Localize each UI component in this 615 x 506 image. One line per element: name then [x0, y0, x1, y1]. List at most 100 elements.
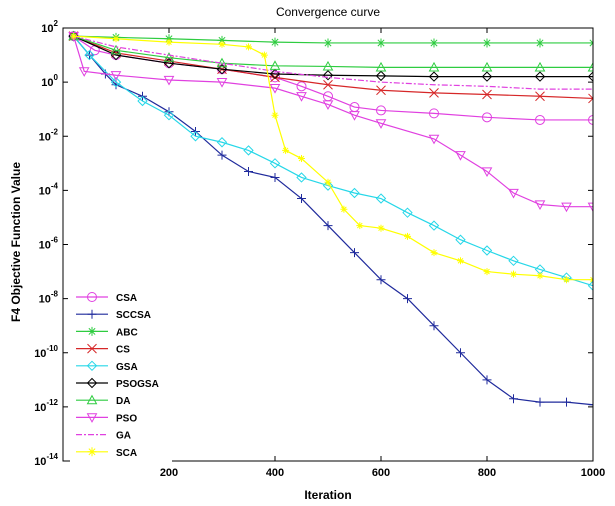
legend-marker-pso: [86, 413, 98, 423]
series-point-da: [587, 61, 593, 72]
series-point-psogsa: [587, 71, 593, 82]
series-point-abc: [376, 38, 386, 48]
series-point-sccsa: [323, 221, 333, 231]
series-point-cs: [535, 91, 545, 102]
series-point-da: [481, 61, 493, 72]
x-axis-label: Iteration: [304, 488, 351, 502]
series-line-da: [73, 35, 593, 69]
series-point-abc: [217, 35, 227, 45]
series-point-pso: [534, 200, 546, 211]
y-tick-label: 10-10: [34, 344, 58, 360]
series-point-cs: [376, 85, 386, 96]
legend-item-abc: ABC: [76, 326, 138, 338]
legend-item-cs: CS: [76, 343, 130, 356]
x-tick-label: 1000: [581, 467, 605, 479]
series-point-pso: [428, 134, 440, 145]
series-point-sca: [356, 222, 364, 230]
series-point-sca: [271, 111, 279, 119]
series-point-gsa: [428, 220, 440, 231]
series-point-sca: [70, 32, 78, 40]
series-point-sccsa: [562, 397, 571, 407]
x-tick-label: 200: [160, 467, 178, 479]
series-point-abc: [482, 38, 492, 48]
series-point-psogsa: [375, 70, 387, 82]
series-point-gsa: [455, 234, 466, 245]
series-point-gsa: [216, 137, 228, 148]
series-point-sca: [245, 43, 252, 51]
series-point-csa: [535, 114, 545, 125]
x-tick-label: 400: [266, 467, 284, 479]
series-point-csa: [270, 72, 280, 83]
series-point-gsa: [110, 76, 122, 88]
series-line-psogsa: [73, 35, 593, 78]
y-tick-label: 10-4: [39, 181, 59, 197]
series-point-gsa: [269, 158, 281, 169]
y-tick-label: 10-8: [39, 290, 59, 306]
y-axis-label: F4 Objective Function Value: [9, 162, 23, 322]
series-point-abc: [323, 38, 333, 48]
series-point-sccsa: [376, 275, 386, 285]
series-point-gsa: [296, 172, 307, 183]
series-point-sccsa: [429, 321, 439, 331]
series-line-sccsa: [73, 35, 593, 406]
series-point-pso: [349, 111, 360, 121]
legend-item-pso: PSO: [76, 413, 137, 424]
series-line-ga: [73, 35, 593, 90]
legend-label-sca: SCA: [116, 448, 137, 459]
legend-marker-cs: [87, 343, 97, 354]
series-point-sca: [483, 268, 491, 276]
series-point-psogsa: [481, 71, 493, 82]
y-tick-label: 10-12: [34, 398, 58, 414]
series-point-da: [534, 61, 546, 72]
series-ga: [73, 35, 593, 90]
series-point-cs: [482, 89, 492, 100]
series-point-cs: [429, 88, 439, 98]
series-point-sca: [563, 276, 570, 284]
series-point-da: [269, 60, 281, 70]
series-point-sca: [377, 224, 385, 232]
series-point-sccsa: [456, 348, 465, 358]
series-point-sca: [340, 205, 348, 213]
series-point-abc: [535, 38, 545, 48]
series-point-psogsa: [269, 68, 281, 80]
series-point-gsa: [587, 280, 593, 291]
series-point-sca: [260, 51, 268, 59]
series-point-sccsa: [535, 397, 545, 407]
series-point-pso: [508, 188, 519, 199]
series-point-pso: [375, 119, 387, 129]
series-point-sca: [536, 272, 544, 280]
series-point-sccsa: [482, 375, 492, 385]
legend-marker-abc: [87, 326, 97, 336]
series-point-sca: [282, 146, 290, 154]
series-point-sccsa: [588, 400, 593, 410]
series-point-gsa: [84, 49, 95, 61]
series-point-sca: [165, 38, 173, 46]
series-point-pso: [481, 167, 493, 177]
legend-label-cs: CS: [116, 345, 130, 356]
series-point-csa: [376, 105, 386, 116]
series-point-gsa: [375, 193, 387, 204]
series-point-csa: [296, 81, 307, 92]
series-point-psogsa: [322, 70, 334, 81]
series-point-sccsa: [270, 172, 280, 182]
x-tick-label: 800: [478, 467, 496, 479]
legend-label-csa: CSA: [116, 293, 137, 304]
series-point-sca: [298, 155, 305, 163]
series-point-gsa: [508, 255, 519, 267]
series-sca: [70, 32, 593, 284]
series-point-pso: [455, 151, 466, 161]
legend-marker-gsa: [86, 360, 98, 372]
series-point-sca: [457, 257, 464, 265]
legend-item-sca: SCA: [76, 447, 137, 459]
series-point-gsa: [402, 207, 413, 218]
legend-label-da: DA: [116, 396, 130, 407]
axes-layer: 200 400 600 800 1000 10-14 10-12 10-10 10-8 10-6 1…: [34, 19, 605, 479]
series-point-abc: [270, 37, 280, 47]
series-point-gsa: [481, 245, 493, 256]
y-tick-label: 10-2: [39, 127, 59, 143]
series-point-da: [375, 61, 387, 72]
series-point-sccsa: [350, 248, 359, 258]
series-point-cs: [588, 93, 593, 104]
x-tick-label: 600: [372, 467, 390, 479]
legend-item-psogsa: PSOGSA: [76, 377, 159, 390]
